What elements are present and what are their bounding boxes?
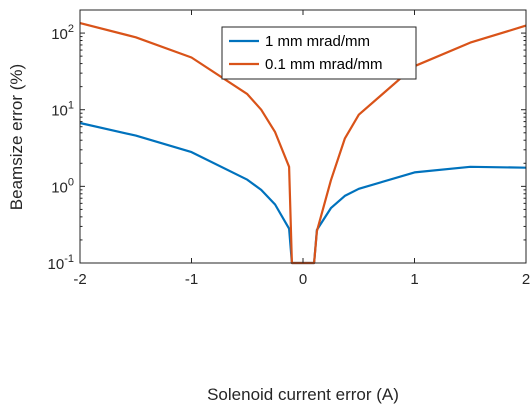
x-tick-label: -1 [185,271,198,288]
x-tick-label: 1 [410,271,418,288]
legend: 1 mm mrad/mm 0.1 mm mrad/mm [221,26,417,80]
tick-layer: -2 -1 0 1 2 10-1 100 101 102 [48,9,530,288]
y-tick-label: 100 [51,176,74,196]
x-axis-label: Solenoid current error (A) [207,385,399,404]
y-axis-label: Beamsize error (%) [7,64,26,210]
legend-label-series-1: 1 mm mrad/mm [265,33,370,50]
x-tick-label: 0 [299,271,307,288]
legend-box [221,26,417,80]
y-tick-label: 102 [51,23,74,43]
x-tick-label: -2 [73,271,86,288]
x-tick-label: 2 [522,271,530,288]
legend-label-series-2: 0.1 mm mrad/mm [265,56,383,73]
y-tick-label: 10-1 [48,253,74,273]
y-tick-label: 101 [51,100,74,120]
